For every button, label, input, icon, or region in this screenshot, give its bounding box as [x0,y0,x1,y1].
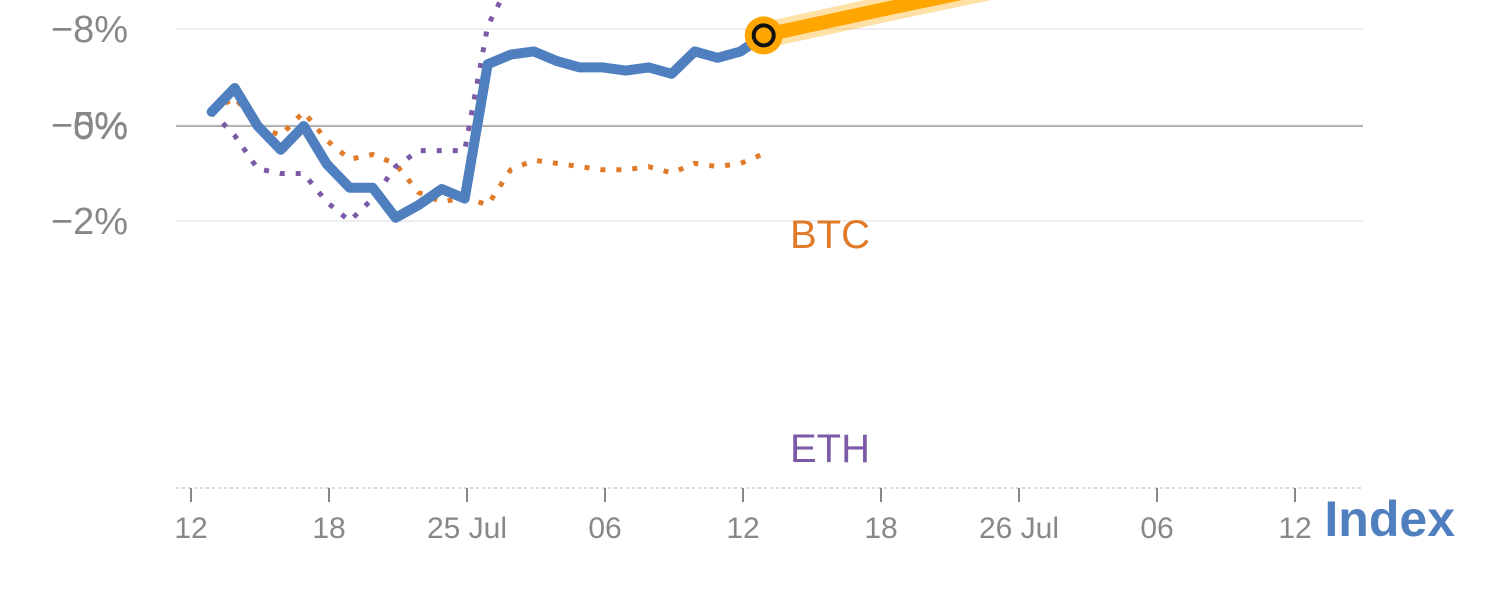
x-axis: 12 18 25 Jul 06 12 18 26 Jul 06 12 [174,487,1363,545]
series-label-btc: BTC [790,213,870,257]
y-tick-label: −8% [51,9,128,51]
series-label-eth: ETH [790,427,870,471]
eth-line [209,0,504,224]
series-labels: BTC ETH [790,213,870,471]
forecast-line [762,0,963,43]
x-tick-label: 12 [1278,512,1311,545]
series-layer [206,0,992,224]
x-axis-title: Index [1324,491,1455,547]
y-tick-label: −2% [51,201,128,243]
y-tick-label: −5% [51,105,128,147]
btc-line [210,95,765,208]
current-marker-ring [744,16,783,55]
x-tick-label: 12 [726,512,759,545]
x-tick-label: 06 [1140,512,1173,545]
x-tick-label: 18 [312,512,345,545]
y-tick-label: 0% [73,106,128,148]
x-tick-label: 18 [864,512,897,545]
x-tick-label: 26 Jul [979,512,1059,545]
x-tick-label: 12 [174,512,207,545]
index-line [206,30,769,223]
grid-layer [176,28,1363,222]
y-axis: 0% −2% −5% −8% [51,9,128,243]
x-tick-label: 25 Jul [427,512,507,545]
current-marker [751,23,776,48]
x-tick-label: 06 [588,512,621,545]
